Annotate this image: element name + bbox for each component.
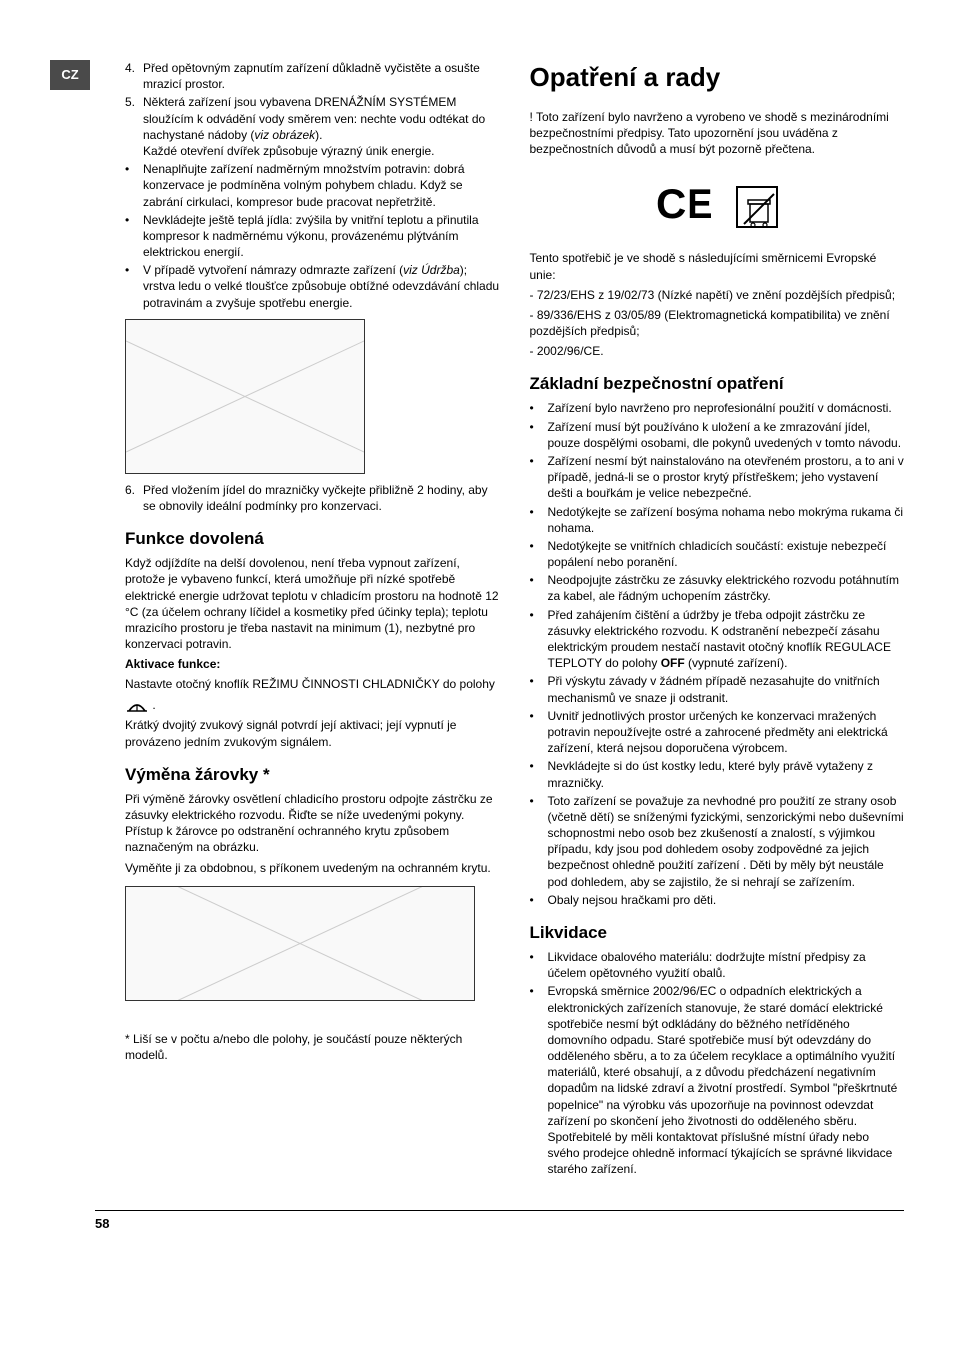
heading-bulb-replacement: Výměna žárovky * [125,764,500,787]
list-item: •Nevkládejte si do úst kostky ledu, kter… [530,758,905,790]
compliance-line: - 89/336/EHS z 03/05/89 (Elektromagnetic… [530,307,905,339]
footnote: * Liší se v počtu a/nebo dle polohy, je … [125,1031,500,1063]
list-item: •Při výskytu závady v žádném případě nez… [530,673,905,705]
item-text: Před opětovným zapnutím zařízení důkladn… [143,60,500,92]
activation-label: Aktivace funkce: [125,656,500,672]
item-number: 6. [125,482,143,514]
list-item: •Nedotýkejte se vnitřních chladicích sou… [530,538,905,570]
weee-bin-icon [736,186,778,228]
intro-paragraph: ! Toto zařízení bylo navrženo a vyrobeno… [530,109,905,158]
ce-mark-row: C E [530,176,905,233]
list-item: •Uvnitř jednotlivých prostor určených ke… [530,708,905,757]
page-number: 58 [95,1210,904,1233]
list-item: 5. Některá zařízení jsou vybavena DRENÁŽ… [125,94,500,159]
disposal-bullet-list: •Likvidace obalového materiálu: dodržujt… [530,949,905,1178]
list-item: •Nedotýkejte se zařízení bosýma nohama n… [530,504,905,536]
heading-precautions: Opatření a rady [530,60,905,95]
holiday-icon-row: . [125,697,500,714]
item-text: Před vložením jídel do mrazničky vyčkejt… [143,482,500,514]
heading-holiday-function: Funkce dovolená [125,528,500,551]
holiday-umbrella-icon [125,697,149,713]
language-badge: CZ [50,60,90,90]
list-item: •Zařízení nesmí být nainstalováno na ote… [530,453,905,502]
list-item: •Likvidace obalového materiálu: dodržujt… [530,949,905,981]
paragraph: Když odjíždíte na delší dovolenou, není … [125,555,500,652]
activation-text: Nastavte otočný knoflík REŽIMU ČINNOSTI … [125,676,500,692]
safety-bullet-list: •Zařízení bylo navrženo pro neprofesioná… [530,400,905,908]
list-item: 4. Před opětovným zapnutím zařízení důkl… [125,60,500,92]
right-column: Opatření a rady ! Toto zařízení bylo nav… [530,60,905,1180]
compliance-intro: Tento spotřebič je ve shodě s následujíc… [530,250,905,282]
list-item: •Obaly nejsou hračkami pro děti. [530,892,905,908]
paragraph: Při výměně žárovky osvětlení chladicího … [125,791,500,856]
list-item: •Toto zařízení se považuje za nevhodné p… [530,793,905,890]
left-column: 4. Před opětovným zapnutím zařízení důkl… [125,60,500,1180]
item-text: Některá zařízení jsou vybavena DRENÁŽNÍM… [143,94,500,159]
list-item: •Zařízení musí být používáno k uložení a… [530,419,905,451]
list-item: • V případě vytvoření námrazy odmrazte z… [125,262,500,311]
freezer-drain-image [125,319,365,474]
heading-basic-safety: Základní bezpečnostní opatření [530,373,905,396]
list-item: •Před zahájením čištění a údržby je třeb… [530,607,905,672]
numbered-list-top: 4. Před opětovným zapnutím zařízení důkl… [125,60,500,159]
activation-after: Krátký dvojitý zvukový signál potvrdí je… [125,717,500,749]
list-item: 6. Před vložením jídel do mrazničky vyčk… [125,482,500,514]
compliance-line: - 2002/96/CE. [530,343,905,359]
numbered-list-bottom: 6. Před vložením jídel do mrazničky vyčk… [125,482,500,514]
item-number: 5. [125,94,143,159]
list-item: •Zařízení bylo navrženo pro neprofesioná… [530,400,905,416]
list-item: •Neodpojujte zástrčku ze zásuvky elektri… [530,572,905,604]
heading-disposal: Likvidace [530,922,905,945]
paragraph: Vyměňte ji za obdobnou, s příkonem uvede… [125,860,500,876]
list-item: • Nenaplňujte zařízení nadměrným množstv… [125,161,500,210]
bulb-replacement-image [125,886,475,1001]
item-number: 4. [125,60,143,92]
compliance-line: - 72/23/EHS z 19/02/73 (Nízké napětí) ve… [530,287,905,303]
ce-mark-icon: C E [656,180,712,227]
list-item: • Nevkládejte ještě teplá jídla: zvýšila… [125,212,500,261]
bullet-list-a: • Nenaplňujte zařízení nadměrným množstv… [125,161,500,311]
list-item: •Evropská směrnice 2002/96/EC o odpadníc… [530,983,905,1177]
